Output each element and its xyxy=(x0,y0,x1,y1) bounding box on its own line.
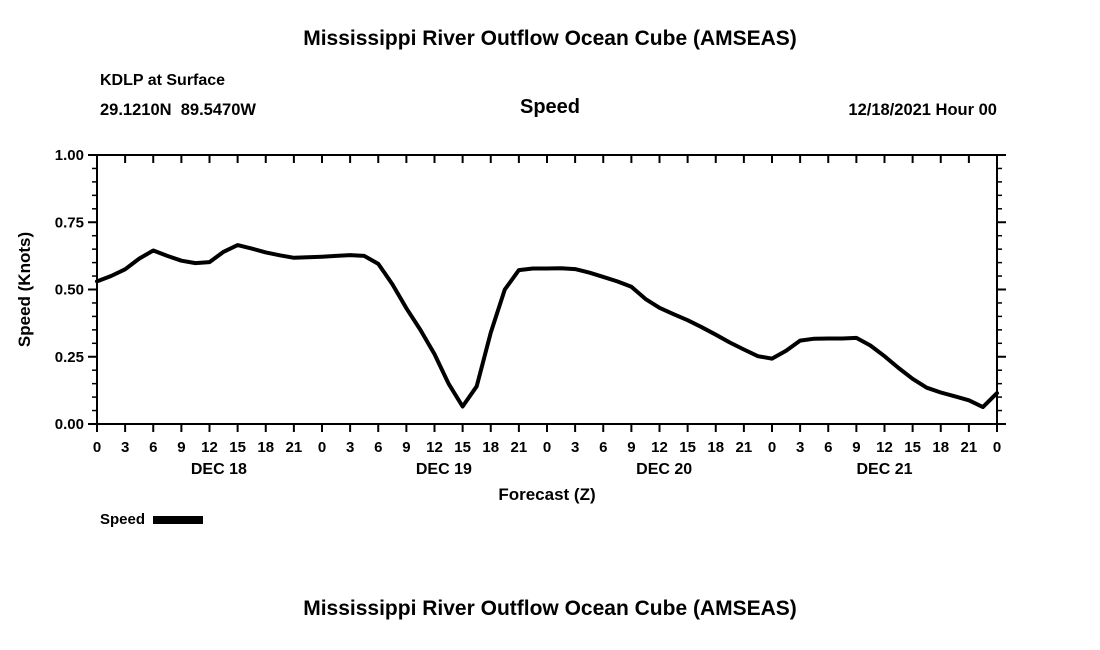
x-tick-label: 21 xyxy=(736,439,753,456)
x-tick-label: 21 xyxy=(511,439,528,456)
x-tick-label: 0 xyxy=(768,439,776,456)
y-tick-label: 1.00 xyxy=(55,147,84,164)
variable-title: Speed xyxy=(519,96,581,118)
y-tick-label: 0.75 xyxy=(55,214,84,231)
x-tick-label: 6 xyxy=(824,439,832,456)
x-tick-label: 21 xyxy=(286,439,303,456)
x-axis-title: Forecast (Z) xyxy=(498,485,595,504)
x-tick-label: 9 xyxy=(627,439,635,456)
y-axis-title: Speed (Knots) xyxy=(15,232,34,347)
y-tick-label: 0.00 xyxy=(55,416,84,433)
x-tick-label: 15 xyxy=(904,439,921,456)
x-tick-label: 0 xyxy=(93,439,101,456)
x-tick-label: 18 xyxy=(932,439,949,456)
x-tick-label: 12 xyxy=(876,439,893,456)
x-tick-label: 12 xyxy=(651,439,668,456)
x-tick-label: 0 xyxy=(993,439,1001,456)
legend-label: Speed xyxy=(100,511,146,528)
speed-chart: 0.00 0.25 0.50 0.75 1.00 0 3 6 9 12 15 18 21 0 3 6 9 12 15… xyxy=(0,140,1100,540)
x-tick-label: 21 xyxy=(961,439,978,456)
x-tick-label: 9 xyxy=(852,439,860,456)
x-tick-label: 9 xyxy=(177,439,185,456)
x-tick-label: 3 xyxy=(346,439,354,456)
x-tick-label: 18 xyxy=(707,439,724,456)
x-tick-label: 3 xyxy=(796,439,804,456)
plot-frame xyxy=(96,154,998,425)
x-tick-label: 3 xyxy=(571,439,579,456)
coordinates-label: 29.1210N 89.5470W xyxy=(100,101,256,119)
y-tick-label: 0.25 xyxy=(55,349,84,366)
chart-title: Mississippi River Outflow Ocean Cube (AM… xyxy=(303,27,797,50)
station-label: KDLP at Surface xyxy=(100,72,226,89)
x-tick-label: 12 xyxy=(426,439,443,456)
next-chart-title: Mississippi River Outflow Ocean Cube (AM… xyxy=(303,597,797,620)
x-tick-label: 18 xyxy=(257,439,274,456)
day-label: DEC 19 xyxy=(416,461,472,478)
day-label: DEC 21 xyxy=(856,461,912,478)
speed-chart-svg: 0.00 0.25 0.50 0.75 1.00 0 3 6 9 12 15 18 21 0 3 6 9 12 15… xyxy=(15,147,1006,504)
x-tick-label: 15 xyxy=(679,439,696,456)
speed-line xyxy=(95,243,999,410)
x-tick-label: 0 xyxy=(543,439,551,456)
x-tick-label: 6 xyxy=(374,439,382,456)
x-tick-label: 15 xyxy=(229,439,246,456)
y-tick-label: 0.50 xyxy=(55,282,84,299)
legend-line-swatch xyxy=(153,515,204,524)
x-tick-label: 6 xyxy=(599,439,607,456)
x-tick-label: 12 xyxy=(201,439,218,456)
x-tick-label: 18 xyxy=(482,439,499,456)
x-tick-label: 9 xyxy=(402,439,410,456)
x-tick-label: 6 xyxy=(149,439,157,456)
run-time-label: 12/18/2021 Hour 00 xyxy=(848,101,997,119)
x-tick-label: 3 xyxy=(121,439,129,456)
day-label: DEC 18 xyxy=(191,461,247,478)
day-label: DEC 20 xyxy=(636,461,692,478)
x-tick-label: 0 xyxy=(318,439,326,456)
x-tick-label: 15 xyxy=(454,439,471,456)
legend: Speed xyxy=(100,511,204,528)
